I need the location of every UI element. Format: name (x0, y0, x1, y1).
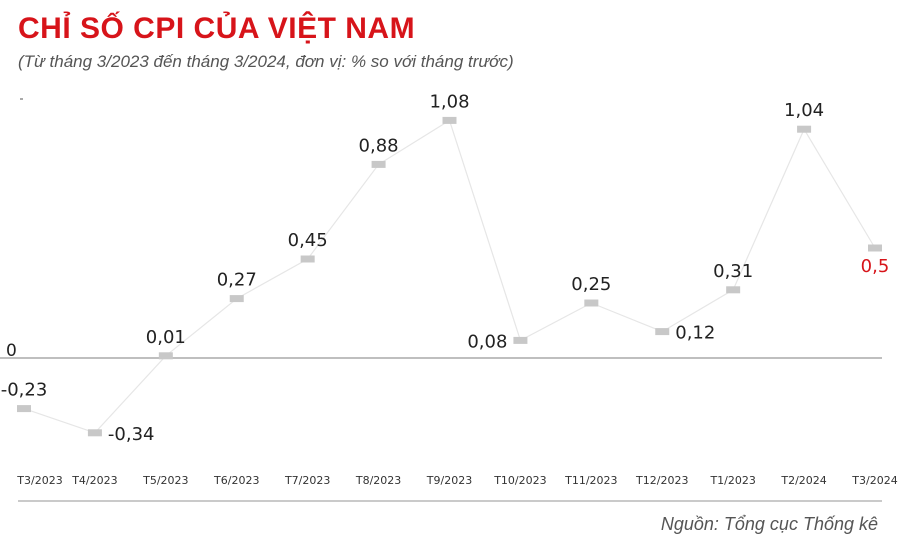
chart-title: CHỈ SỐ CPI CỦA VIỆT NAM (18, 12, 416, 45)
data-point-marker (229, 295, 244, 303)
chart-subtitle: (Từ tháng 3/2023 đến tháng 3/2024, đơn v… (18, 52, 514, 71)
x-tick-label: T2/2024 (780, 474, 826, 487)
x-tick-label: T3/2023 (16, 474, 62, 487)
data-label: 0,12 (675, 323, 715, 344)
data-point-marker (442, 116, 457, 124)
data-label: 0,31 (713, 261, 753, 282)
data-label: 1,08 (429, 91, 469, 112)
data-point-marker (300, 255, 315, 263)
data-label: -0,23 (1, 380, 48, 401)
data-label: 0,01 (146, 327, 186, 348)
data-label: 0,88 (359, 135, 399, 156)
data-label: 0,08 (467, 331, 507, 352)
data-label: 0,5 (861, 256, 890, 277)
x-tick-label: T6/2023 (213, 474, 259, 487)
data-label: 0,25 (571, 274, 611, 295)
x-tick-label: T11/2023 (564, 474, 617, 487)
data-point-marker (797, 125, 812, 133)
x-tick-label: T10/2023 (493, 474, 546, 487)
data-point-marker (513, 336, 528, 344)
data-point-marker (726, 286, 741, 294)
data-label: 0,45 (288, 230, 328, 251)
data-point-marker (371, 160, 386, 168)
source-note: Nguồn: Tổng cục Thống kê (660, 514, 878, 534)
data-label: -0,34 (108, 424, 155, 445)
x-tick-label: T1/2023 (709, 474, 755, 487)
data-label: 1,04 (784, 100, 824, 121)
x-tick-label: T3/2024 (851, 474, 897, 487)
x-tick-label: T8/2023 (355, 474, 401, 487)
zero-axis-label: 0 (6, 341, 17, 361)
x-tick-label: T7/2023 (284, 474, 330, 487)
data-point-marker (158, 352, 173, 360)
x-tick-label: T4/2023 (71, 474, 117, 487)
data-point-marker (584, 299, 599, 307)
data-point-marker (87, 429, 102, 437)
x-tick-label: T5/2023 (142, 474, 188, 487)
data-point-marker (868, 244, 882, 252)
data-label: 0,27 (217, 270, 257, 291)
data-point-marker (17, 405, 31, 413)
x-tick-label: T9/2023 (426, 474, 472, 487)
data-point-marker (655, 328, 670, 336)
x-tick-label: T12/2023 (635, 474, 688, 487)
